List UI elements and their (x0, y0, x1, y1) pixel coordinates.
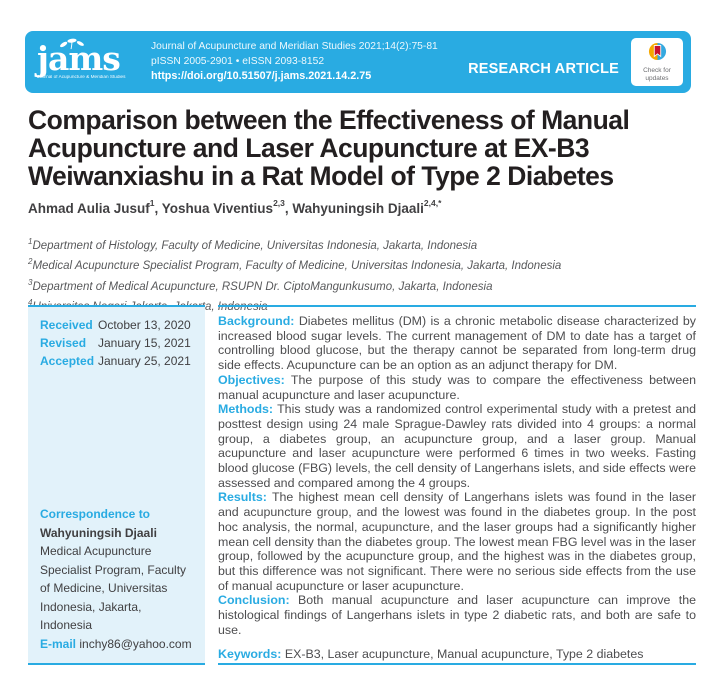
author-list: Ahmad Aulia Jusuf1, Yoshua Viventius2,3,… (28, 198, 442, 216)
abstract-results: Results: The highest mean cell density o… (218, 490, 697, 593)
keywords-label: Keywords: (218, 647, 282, 662)
abstract-conclusion: Conclusion: Both manual acupuncture and … (218, 593, 696, 637)
logo-tagline: Journal of Acupuncture & Meridian Studie… (37, 74, 126, 80)
email-link[interactable]: inchy86@yahoo.com (79, 636, 192, 651)
journal-citation: Journal of Acupuncture and Meridian Stud… (151, 41, 438, 53)
received-value: October 13, 2020 (98, 318, 191, 332)
author-affiliation-sup: 2,3 (273, 198, 285, 208)
affiliation-line: 3Department of Medical Acupuncture, RSUP… (28, 277, 493, 293)
crossmark-icon (648, 42, 667, 66)
revised-date-row: Revised January 15, 2021 (40, 334, 195, 352)
revised-value: January 15, 2021 (98, 336, 191, 350)
article-content: Received October 13, 2020 Revised Januar… (28, 305, 696, 665)
author-affiliation-sup: 2,4,* (423, 198, 442, 208)
doi-link[interactable]: https://doi.org/10.51507/j.jams.2021.14.… (151, 70, 372, 83)
correspondence-name: Wahyuningsih Djaali (40, 525, 157, 540)
logo-wordmark: jams (37, 38, 121, 78)
methods-label: Methods: (218, 402, 274, 417)
email-row: E-mail inchy86@yahoo.com (40, 635, 195, 654)
check-for-updates-button[interactable]: Check for updates (631, 38, 683, 86)
conclusion-label: Conclusion: (218, 593, 290, 608)
abstract-objectives: Objectives: The purpose of this study wa… (218, 372, 696, 402)
author-affiliation-sup: 1 (149, 198, 155, 208)
affiliation-list: 1Department of Histology, Faculty of Med… (28, 234, 561, 315)
leaf-sprig-icon (57, 37, 87, 50)
journal-header-bar: jams Journal of Acupuncture & Meridian S… (25, 31, 691, 93)
revised-label: Revised (40, 336, 87, 350)
accepted-date-row: Accepted January 25, 2021 (40, 352, 195, 370)
correspondence-block: Correspondence to Wahyuningsih Djaali Me… (40, 505, 195, 653)
author: Wahyuningsih Djaali2,4,* (292, 198, 442, 216)
background-label: Background: (218, 314, 295, 328)
affiliation-line: 1Department of Histology, Faculty of Med… (28, 237, 478, 252)
correspondence-label: Correspondence to (40, 507, 151, 521)
author: Ahmad Aulia Jusuf1, (28, 198, 162, 216)
keywords-line: Keywords: EX-B3, Laser acupuncture, Manu… (218, 647, 696, 662)
abstract-methods: Methods: This study was a randomized con… (218, 402, 696, 490)
history-dates: Received October 13, 2020 Revised Januar… (40, 316, 195, 370)
journal-issn: pISSN 2005-2901 • eISSN 2093-8152 (151, 55, 325, 67)
received-label: Received (40, 318, 93, 332)
results-label: Results: (218, 490, 267, 505)
abstract-section: Background: Diabetes mellitus (DM) is a … (218, 305, 696, 665)
check-for-updates-label: Check for updates (643, 67, 671, 82)
objectives-label: Objectives: (218, 372, 285, 387)
journal-meta: Journal of Acupuncture and Meridian Stud… (151, 40, 438, 84)
abstract-background: Background: Diabetes mellitus (DM) is a … (218, 314, 696, 373)
accepted-value: January 25, 2021 (98, 354, 191, 368)
article-title: Comparison between the Effectiveness of … (28, 105, 630, 191)
article-type-label: RESEARCH ARTICLE (468, 61, 619, 77)
keywords-values: EX-B3, Laser acupuncture, Manual acupunc… (284, 647, 644, 662)
journal-logo: jams Journal of Acupuncture & Meridian S… (37, 38, 141, 81)
received-date-row: Received October 13, 2020 (40, 316, 195, 334)
correspondence-address: Medical Acupuncture Specialist Program, … (40, 544, 187, 632)
email-label: E-mail (40, 636, 77, 651)
author: Yoshua Viventius2,3, (161, 198, 293, 216)
accepted-label: Accepted (40, 354, 95, 368)
article-info-sidebar: Received October 13, 2020 Revised Januar… (28, 305, 205, 665)
affiliation-line: 2Medical Acupuncture Specialist Program,… (28, 257, 562, 273)
